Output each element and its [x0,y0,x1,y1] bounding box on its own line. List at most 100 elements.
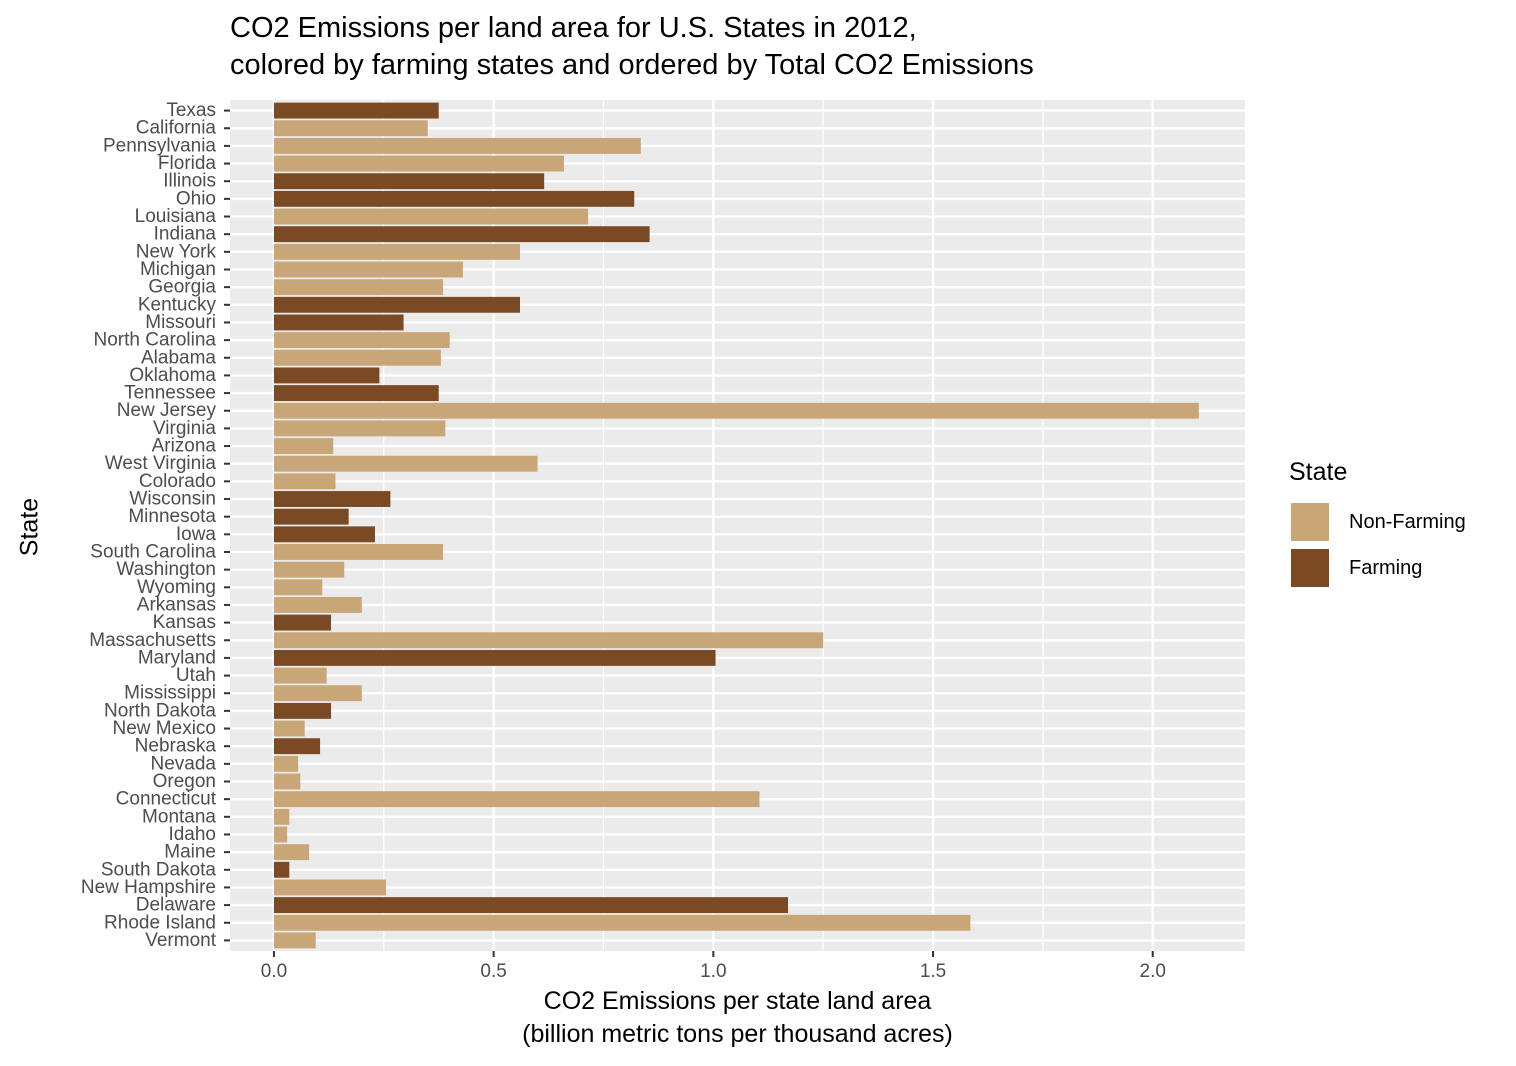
bar [273,455,538,472]
bar [273,402,1199,419]
bar [273,155,564,172]
y-tick-label: California [136,118,217,139]
legend-swatch-farming [1289,547,1331,589]
y-tick-label: Arizona [152,436,217,457]
y-tick-label: New York [136,241,217,262]
y-tick-label: Michigan [140,259,216,280]
bar [273,561,345,578]
chart-title-line-1: CO2 Emissions per land area for U.S. Sta… [230,12,917,44]
y-tick-label: Iowa [176,524,217,545]
bar [273,649,716,666]
bar [273,367,380,384]
y-tick-label: Massachusetts [89,630,216,651]
chart-title: CO2 Emissions per land area for U.S. Sta… [230,10,1034,84]
y-tick-label: Nebraska [135,736,217,757]
bar [273,844,310,861]
bar [273,932,316,949]
bar [273,349,441,366]
y-tick-label: South Dakota [101,859,217,880]
bar [273,544,444,560]
bar [273,597,362,613]
x-tick-label: 0.5 [480,961,506,982]
y-tick-label: Wisconsin [129,489,216,510]
y-tick-label: New Mexico [113,718,216,739]
bar [273,720,305,737]
bar [273,685,362,702]
y-tick-label: Ohio [176,188,216,209]
y-tick-label: Maine [164,842,216,863]
y-tick-label: Louisiana [135,206,217,227]
x-axis-label-line-2: (billion metric tons per thousand acres) [522,1020,953,1048]
x-tick-label: 0.0 [261,961,287,982]
y-tick-label: Virginia [153,418,216,439]
bar [273,296,520,313]
bar [273,137,641,154]
bar [273,120,428,137]
bar [273,755,299,772]
bar [273,614,332,631]
legend-label-farming: Farming [1349,556,1423,579]
legend-item-farming: Farming [1289,545,1466,591]
y-tick-label: Oregon [153,771,216,792]
x-tick-label: 2.0 [1140,961,1166,982]
bar [273,861,290,878]
y-tick-label: Washington [116,559,216,580]
bar [273,667,327,684]
bar [273,279,444,296]
legend: State Non-Farming Farming [1289,458,1466,591]
bar [273,261,463,278]
y-tick-label: Connecticut [116,789,217,810]
y-tick-label: North Dakota [104,700,216,721]
x-tick-label: 1.0 [700,961,726,982]
bar [273,208,589,225]
bar [273,314,404,331]
y-tick-label: Mississippi [124,683,216,704]
y-tick-label: Indiana [154,224,217,245]
bar [273,879,386,896]
chart-title-line-2: colored by farming states and ordered by… [230,49,1034,81]
x-tick-label: 1.5 [920,961,946,982]
bar [273,243,520,260]
y-tick-label: Wyoming [137,577,216,598]
bar [273,102,439,119]
y-tick-label: West Virginia [105,453,217,474]
bar [273,579,323,596]
y-tick-label: North Carolina [94,330,217,351]
y-tick-label: Texas [166,100,216,121]
bar [273,702,332,719]
bar [273,808,290,825]
y-tick-label: South Carolina [90,541,216,562]
bar [273,791,760,808]
legend-swatch-non-farming [1289,501,1331,543]
y-tick-label: Montana [142,806,216,827]
bar [273,190,635,207]
bar [273,914,971,931]
y-tick-label: Missouri [145,312,216,333]
y-tick-label: Minnesota [128,506,216,527]
y-tick-label: Florida [158,153,217,174]
bar [273,526,375,543]
y-tick-label: Delaware [136,895,216,916]
y-tick-label: Pennsylvania [103,135,216,156]
y-tick-label: Tennessee [124,383,216,404]
y-tick-label: Illinois [163,171,216,192]
y-tick-label: New Hampshire [81,877,216,898]
y-tick-label: Idaho [168,824,216,845]
bar [273,508,349,525]
y-axis-label: State [15,497,44,557]
bar [273,826,288,843]
bar [273,173,545,190]
x-axis-label: CO2 Emissions per state land area (billi… [230,985,1245,1051]
bar [273,385,439,402]
y-tick-label: Kentucky [138,294,217,315]
y-tick-label: Oklahoma [129,365,216,386]
bar [273,897,789,914]
bar [273,632,824,649]
y-tick-label: Kansas [153,612,216,633]
bar [273,332,450,349]
bar [273,438,334,454]
bar [273,773,301,790]
legend-title: State [1289,458,1348,486]
bar [273,491,391,507]
